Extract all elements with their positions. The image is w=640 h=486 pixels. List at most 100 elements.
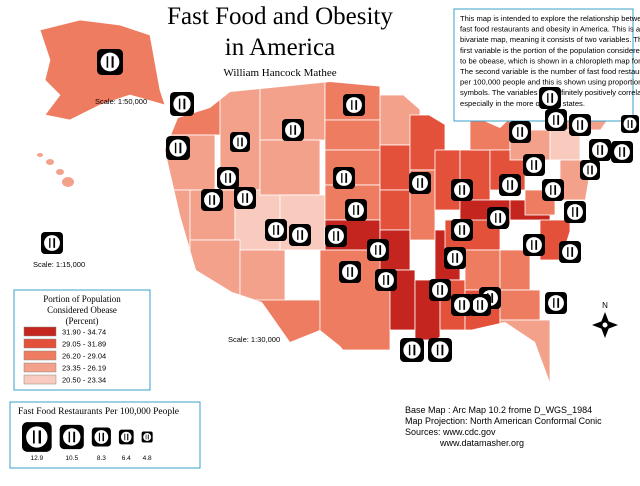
description-line: especially in the more obease states. — [460, 99, 585, 108]
symbol-plate — [342, 264, 358, 280]
symbol-plate — [370, 242, 386, 258]
food-symbol — [367, 239, 389, 261]
symbol-value: 8.3 — [97, 455, 106, 462]
symbol-plate — [120, 431, 132, 443]
symbol-plate — [431, 341, 449, 359]
symbol-plate — [572, 117, 588, 133]
symbol-plate — [204, 192, 220, 208]
state — [499, 289, 541, 321]
food-symbol — [230, 132, 250, 152]
food-symbol — [545, 109, 567, 131]
food-symbol — [559, 241, 581, 263]
symbol-plate — [545, 182, 561, 198]
symbol-plate — [542, 90, 558, 106]
state — [324, 119, 381, 151]
food-symbol — [451, 219, 473, 241]
restaurant-legend-title: Fast Food Restaurants Per 100,000 People — [18, 407, 179, 417]
symbol-value: 6.4 — [122, 455, 131, 462]
food-symbol — [539, 87, 561, 109]
symbol-plate — [592, 142, 608, 158]
restaurant-legend: 12.9 10.5 8.3 6.4 4.8 — [22, 422, 153, 462]
symbol-value: 4.8 — [143, 455, 152, 462]
description-line: The second variable is the number of fas… — [460, 67, 640, 76]
legend-title-line: Portion of Population — [43, 294, 121, 304]
credits: Base Map : Arc Map 10.2 frome D_WGS_1984… — [405, 405, 602, 448]
food-symbol — [487, 207, 509, 229]
symbol-plate — [447, 250, 463, 266]
description-line: bivariate map, meaning it consists of tw… — [460, 35, 640, 44]
symbol-plate — [454, 222, 470, 238]
state — [165, 189, 191, 281]
hawaii — [37, 153, 74, 187]
food-symbol — [282, 119, 304, 141]
food-symbol — [545, 292, 567, 314]
symbol-plate — [285, 122, 301, 138]
legend-label: 23.35 - 26.19 — [62, 364, 106, 373]
symbol-plate — [512, 124, 528, 140]
credit-line: www.datamasher.org — [439, 438, 524, 448]
food-symbol — [217, 167, 239, 189]
food-symbol — [621, 115, 639, 133]
credit-line: Sources: www.cdc.gov — [405, 427, 496, 437]
symbol-plate — [44, 235, 60, 251]
food-symbol — [265, 219, 287, 241]
food-symbol — [343, 94, 365, 116]
legend-title-line: (Percent) — [66, 316, 99, 326]
symbol-plate — [328, 228, 344, 244]
food-symbol — [289, 224, 311, 246]
food-symbol — [22, 422, 52, 452]
food-symbol — [429, 279, 451, 301]
symbol-plate — [614, 144, 630, 160]
symbol-plate — [232, 134, 248, 150]
food-symbol — [234, 187, 256, 209]
food-symbol — [523, 234, 545, 256]
food-symbol — [580, 160, 600, 180]
description-line: fast food restaurants and obesity in Ame… — [460, 25, 640, 34]
food-symbol — [59, 424, 84, 450]
symbol-plate — [502, 177, 518, 193]
north-label: N — [602, 301, 608, 310]
legend-swatch — [23, 362, 57, 373]
symbol-plate — [26, 426, 48, 448]
symbol-plate — [526, 237, 542, 253]
food-symbol — [611, 141, 633, 163]
food-symbol — [41, 232, 63, 254]
legend-label: 26.20 - 29.04 — [62, 352, 106, 361]
state — [499, 319, 551, 396]
food-symbol — [451, 294, 473, 316]
credit-line: Map Projection: North American Conformal… — [405, 416, 602, 426]
food-symbol — [469, 294, 491, 316]
food-symbol — [97, 49, 123, 75]
symbol-plate — [526, 157, 542, 173]
symbol-plate — [567, 204, 583, 220]
food-symbol — [91, 427, 111, 447]
description-line: This map is intended to explore the rela… — [460, 14, 640, 23]
food-symbol — [542, 179, 564, 201]
symbol-plate — [169, 139, 187, 157]
description-line: to be obease, which is shown in a chloro… — [460, 56, 640, 65]
symbol-plate — [173, 95, 191, 113]
state — [499, 249, 531, 291]
food-symbol — [325, 225, 347, 247]
state — [379, 189, 411, 231]
map-symbols — [41, 49, 639, 362]
scale-label: Scale: 1:50,000 — [95, 97, 147, 106]
food-symbol — [451, 179, 473, 201]
food-symbol — [428, 338, 452, 362]
state — [259, 139, 321, 196]
symbol-plate — [292, 227, 308, 243]
symbol-plate — [472, 297, 488, 313]
symbol-plate — [268, 222, 284, 238]
state — [189, 239, 241, 301]
symbol-plate — [548, 112, 564, 128]
symbol-value: 10.5 — [65, 455, 78, 462]
symbol-plate — [562, 244, 578, 260]
legend-swatch — [23, 350, 57, 361]
scale-label: Scale: 1:30,000 — [228, 335, 280, 344]
food-symbol — [201, 189, 223, 211]
symbol-plate — [623, 117, 637, 131]
symbol-plate — [237, 190, 253, 206]
symbol-plate — [548, 295, 564, 311]
symbol-plate — [348, 202, 364, 218]
